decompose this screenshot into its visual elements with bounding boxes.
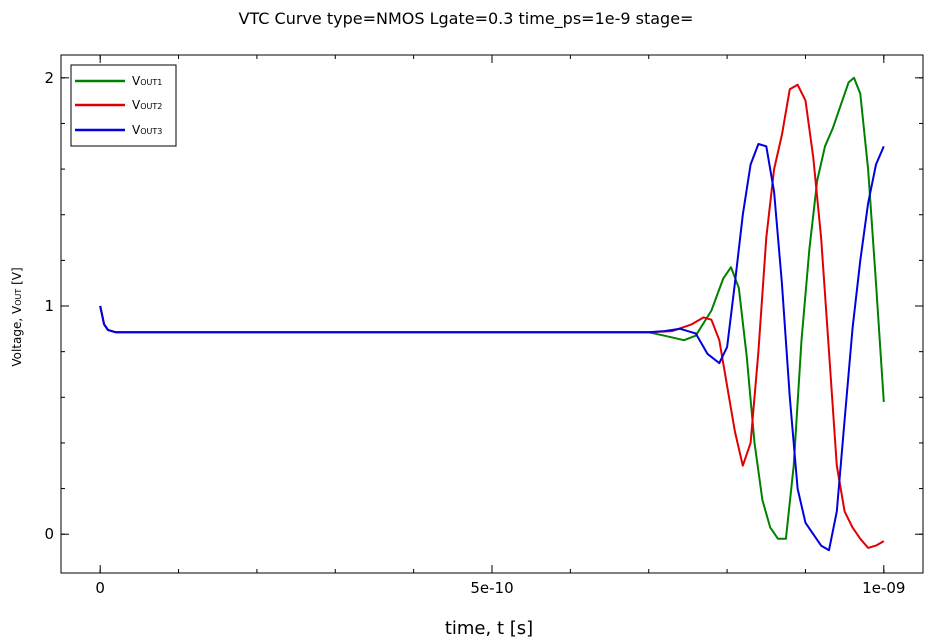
series-layer xyxy=(99,76,885,552)
plot-area xyxy=(60,54,924,574)
y-axis-label-sub: OUT xyxy=(14,289,23,306)
y-axis-label-unit: [V] xyxy=(10,267,24,288)
y-axis-label-main: Voltage, V xyxy=(10,305,24,367)
x-axis-label: time, t [s] xyxy=(445,618,533,639)
y-tick-label: 2 xyxy=(44,69,54,87)
y-tick-label: 1 xyxy=(44,297,54,315)
legend-label-vout2: VOUT2 xyxy=(132,98,162,112)
y-tick-label: 0 xyxy=(44,525,54,543)
legend: VOUT1 VOUT2 VOUT3 xyxy=(70,64,177,147)
series-line-vout3 xyxy=(99,143,885,552)
x-tick-label: 5e-10 xyxy=(470,579,513,597)
x-tick-label: 0 xyxy=(95,579,105,597)
legend-label-vout3: VOUT3 xyxy=(132,123,162,137)
ticks-layer: 0 5e-10 1e-09 0 1 2 xyxy=(44,55,923,597)
chart-title: VTC Curve type=NMOS Lgate=0.3 time_ps=1e… xyxy=(239,9,694,29)
y-axis-label: Voltage, VOUT [V] xyxy=(10,267,24,366)
x-tick-label: 1e-09 xyxy=(862,579,905,597)
legend-label-vout1: VOUT1 xyxy=(132,74,162,88)
